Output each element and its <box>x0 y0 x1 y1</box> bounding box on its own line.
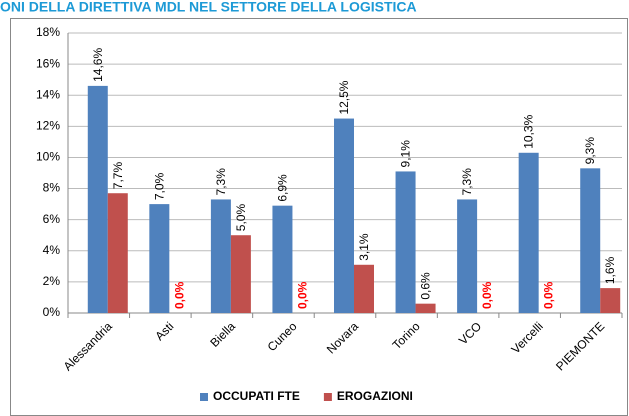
y-tick-label: 16% <box>36 56 60 70</box>
value-label: 7,3% <box>460 168 474 196</box>
y-tick-label: 14% <box>36 87 60 101</box>
value-label: 0,0% <box>480 281 494 309</box>
legend-swatch <box>323 393 332 401</box>
bar <box>107 193 128 313</box>
y-tick-label: 4% <box>43 243 61 257</box>
legend-label: OCCUPATI FTE <box>213 389 300 403</box>
bar <box>354 264 374 313</box>
value-label: 0,0% <box>172 281 186 309</box>
bar <box>272 205 293 313</box>
y-tick-label: 12% <box>36 119 60 133</box>
bar <box>457 199 478 313</box>
value-label: 14,6% <box>91 48 105 82</box>
y-tick-label: 0% <box>43 305 61 319</box>
y-tick-label: 2% <box>43 274 61 288</box>
bar <box>518 152 539 313</box>
value-label: 10,3% <box>522 114 536 148</box>
y-tick-label: 10% <box>36 150 60 164</box>
value-label: 9,1% <box>399 140 413 168</box>
value-label: 3,1% <box>357 233 371 261</box>
bar <box>210 199 231 313</box>
y-tick-label: 18% <box>36 25 60 39</box>
value-label: 0,0% <box>295 281 309 309</box>
bar <box>580 168 601 313</box>
value-label: 6,9% <box>275 174 289 202</box>
value-label: 7,0% <box>152 172 166 200</box>
bar <box>87 85 108 313</box>
chart-title: ONI DELLA DIRETTIVA MDL NEL SETTORE DELL… <box>0 0 417 15</box>
bar <box>230 235 251 313</box>
bar <box>149 204 170 313</box>
bar <box>334 118 354 313</box>
bar <box>395 171 416 313</box>
value-label: 12,5% <box>337 80 351 114</box>
value-label: 7,3% <box>214 168 228 196</box>
value-label: 0,0% <box>542 281 556 309</box>
bar <box>415 303 436 313</box>
bar <box>600 288 621 313</box>
legend-swatch <box>200 393 208 401</box>
value-label: 9,3% <box>583 137 597 165</box>
legend-label: EROGAZIONI <box>337 389 413 403</box>
value-label: 5,0% <box>234 204 248 232</box>
y-tick-label: 8% <box>43 181 61 195</box>
value-label: 1,6% <box>603 256 617 284</box>
y-tick-label: 6% <box>43 212 61 226</box>
value-label: 0,6% <box>419 272 433 300</box>
value-label: 7,7% <box>111 162 125 190</box>
